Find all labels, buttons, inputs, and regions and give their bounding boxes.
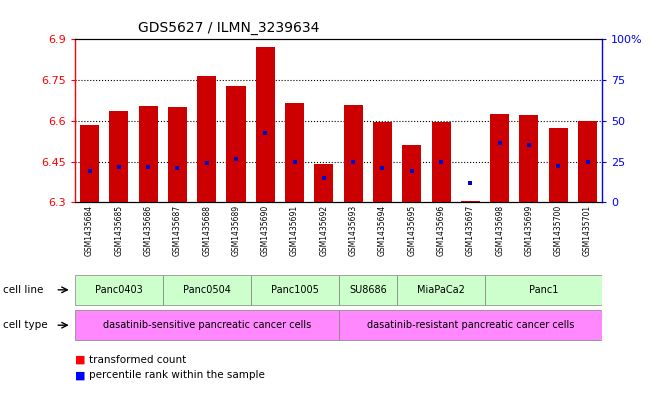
Text: Panc1005: Panc1005 xyxy=(271,285,318,295)
Text: ■: ■ xyxy=(75,370,85,380)
Text: cell type: cell type xyxy=(3,320,48,330)
Bar xyxy=(80,125,99,202)
Text: GDS5627 / ILMN_3239634: GDS5627 / ILMN_3239634 xyxy=(138,22,320,35)
Bar xyxy=(461,201,480,202)
Bar xyxy=(373,122,392,202)
Bar xyxy=(397,275,485,305)
Text: percentile rank within the sample: percentile rank within the sample xyxy=(89,370,265,380)
Text: ■: ■ xyxy=(75,354,85,365)
Text: dasatinib-resistant pancreatic cancer cells: dasatinib-resistant pancreatic cancer ce… xyxy=(367,320,574,330)
Bar xyxy=(432,122,450,202)
Bar xyxy=(485,275,602,305)
Bar xyxy=(75,310,339,340)
Bar xyxy=(75,275,163,305)
Text: SU8686: SU8686 xyxy=(349,285,387,295)
Text: transformed count: transformed count xyxy=(89,354,186,365)
Bar xyxy=(256,48,275,202)
Text: dasatinib-sensitive pancreatic cancer cells: dasatinib-sensitive pancreatic cancer ce… xyxy=(103,320,311,330)
Bar xyxy=(163,275,251,305)
Bar xyxy=(227,86,245,202)
Bar xyxy=(139,106,158,202)
Bar xyxy=(549,128,568,202)
Text: Panc1: Panc1 xyxy=(529,285,559,295)
Text: cell line: cell line xyxy=(3,285,44,295)
Bar xyxy=(339,275,397,305)
Bar xyxy=(314,164,333,202)
Bar xyxy=(490,114,509,202)
Bar xyxy=(251,275,339,305)
Bar xyxy=(339,310,602,340)
Text: Panc0504: Panc0504 xyxy=(183,285,230,295)
Text: Panc0403: Panc0403 xyxy=(95,285,143,295)
Bar xyxy=(197,76,216,202)
Bar xyxy=(168,107,187,202)
Text: MiaPaCa2: MiaPaCa2 xyxy=(417,285,465,295)
Bar xyxy=(402,145,421,202)
Bar xyxy=(285,103,304,202)
Bar xyxy=(578,121,597,202)
Bar xyxy=(109,111,128,202)
Bar xyxy=(344,105,363,202)
Bar xyxy=(519,116,538,202)
